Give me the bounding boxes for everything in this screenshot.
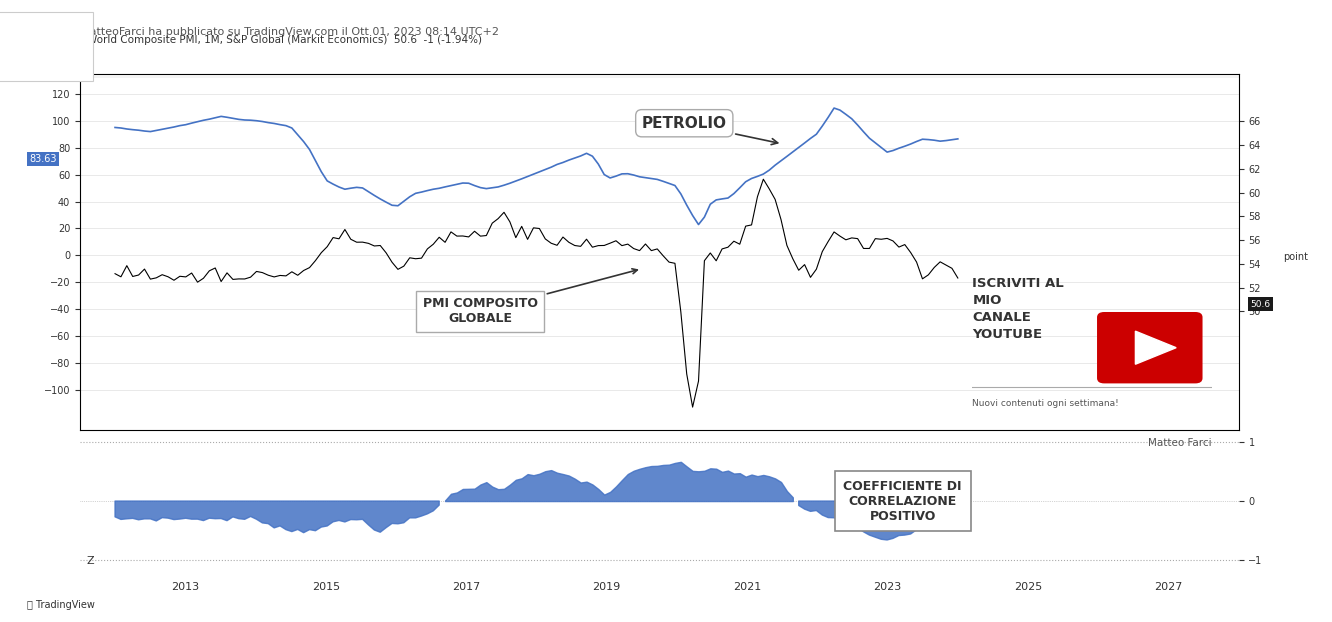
Text: World Composite PMI, 1M, S&P Global (Markit Economics)  50.6  -1 (-1.94%): World Composite PMI, 1M, S&P Global (Mar… [87,35,482,45]
Text: MatteoFarci ha pubblicato su TradingView.com il Ott 01, 2023 08:14 UTC+2: MatteoFarci ha pubblicato su TradingView… [80,27,500,37]
Text: 50.6: 50.6 [1251,300,1271,309]
Y-axis label: point: point [1283,252,1308,262]
Text: COEFFICIENTE DI
CORRELAZIONE
POSITIVO: COEFFICIENTE DI CORRELAZIONE POSITIVO [843,480,962,522]
Text: 📊 TradingView: 📊 TradingView [27,600,95,610]
FancyBboxPatch shape [1098,312,1203,383]
Text: 83.63: 83.63 [29,154,57,164]
Text: USD: USD [29,35,52,45]
Text: BLL: BLL [29,54,48,64]
Text: PETROLIO: PETROLIO [642,116,778,145]
Text: PMI COMPOSITO
GLOBALE: PMI COMPOSITO GLOBALE [422,269,637,325]
Text: Nuovi contenuti ogni settimana!: Nuovi contenuti ogni settimana! [972,399,1119,408]
Text: Z: Z [87,556,95,566]
Polygon shape [1135,331,1176,364]
Text: Matteo Farci: Matteo Farci [1148,438,1212,448]
Text: ISCRIVITI AL
MIO
CANALE
YOUTUBE: ISCRIVITI AL MIO CANALE YOUTUBE [972,277,1064,341]
